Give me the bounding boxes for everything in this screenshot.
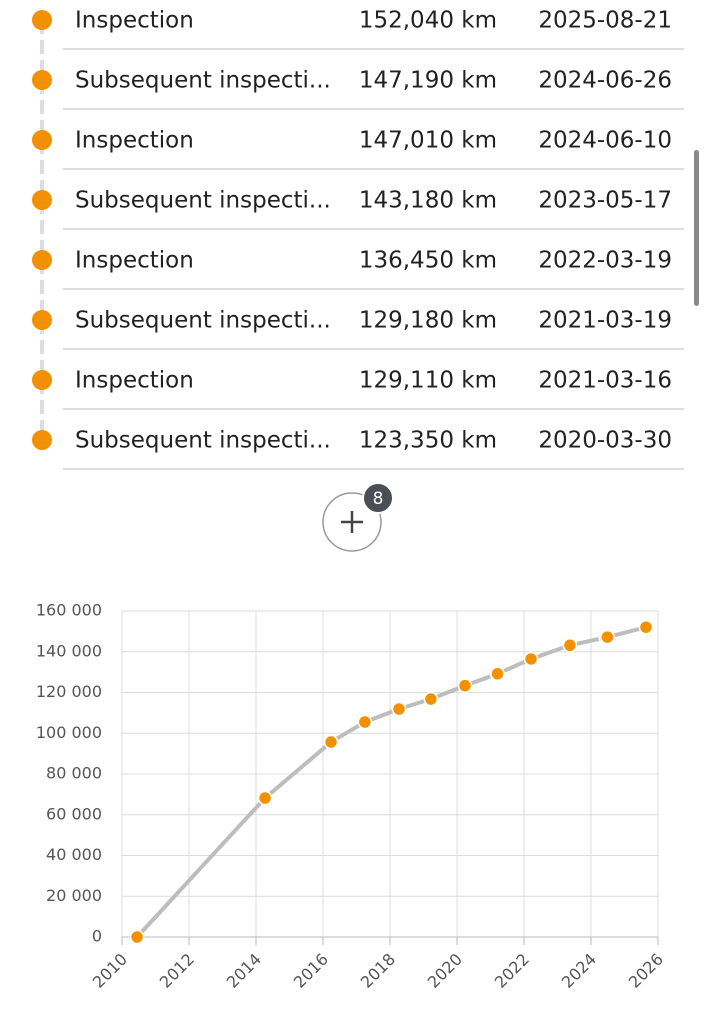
badge-count: 8 bbox=[373, 489, 384, 509]
status-dot bbox=[32, 190, 52, 210]
data-point bbox=[423, 691, 439, 707]
chart-card bbox=[20, 590, 695, 1015]
y-tick-label: 60 000 bbox=[46, 804, 102, 823]
item-title: Inspection bbox=[75, 128, 194, 154]
status-dot bbox=[32, 370, 52, 390]
item-distance: 123,350 km bbox=[359, 428, 497, 454]
item-distance: 129,110 km bbox=[359, 368, 497, 394]
item-title: Inspection bbox=[75, 8, 194, 34]
item-date: 2022-03-19 bbox=[538, 248, 672, 274]
item-date: 2021-03-19 bbox=[538, 308, 672, 334]
item-date: 2023-05-17 bbox=[538, 188, 672, 214]
y-tick-label: 40 000 bbox=[46, 845, 102, 864]
item-date: 2025-08-21 bbox=[538, 8, 672, 34]
y-tick-label: 20 000 bbox=[46, 886, 102, 905]
item-title: Inspection bbox=[75, 248, 194, 274]
scrollbar bbox=[694, 150, 699, 306]
status-dot bbox=[32, 310, 52, 330]
y-tick-label: 100 000 bbox=[36, 723, 102, 742]
item-title: Subsequent inspecti... bbox=[75, 428, 331, 454]
data-point bbox=[562, 638, 578, 653]
item-distance: 136,450 km bbox=[359, 248, 497, 274]
y-tick-label: 80 000 bbox=[46, 764, 102, 783]
y-tick-label: 120 000 bbox=[36, 682, 102, 701]
item-distance: 129,180 km bbox=[359, 308, 497, 334]
data-point bbox=[600, 629, 615, 645]
y-tick-label: 0 bbox=[92, 927, 102, 946]
data-point bbox=[638, 619, 654, 635]
item-date: 2024-06-10 bbox=[538, 128, 672, 154]
data-point bbox=[391, 701, 407, 717]
badge bbox=[362, 482, 394, 514]
data-point bbox=[129, 929, 145, 945]
data-point bbox=[323, 734, 339, 750]
status-dot bbox=[32, 70, 52, 90]
status-dot bbox=[32, 250, 52, 270]
item-date: 2024-06-26 bbox=[538, 68, 672, 94]
y-tick-label: 160 000 bbox=[36, 601, 102, 620]
item-date: 2020-03-30 bbox=[538, 428, 672, 454]
item-distance: 152,040 km bbox=[359, 8, 497, 34]
status-dot bbox=[32, 130, 52, 150]
data-point bbox=[523, 651, 539, 667]
item-date: 2021-03-16 bbox=[538, 368, 672, 394]
item-title: Subsequent inspecti... bbox=[75, 308, 331, 334]
y-tick-label: 140 000 bbox=[36, 641, 102, 660]
data-point bbox=[357, 714, 373, 730]
status-dot bbox=[32, 430, 52, 450]
data-point bbox=[257, 790, 273, 806]
item-title: Subsequent inspecti... bbox=[75, 68, 331, 94]
item-distance: 143,180 km bbox=[359, 188, 497, 214]
item-title: Subsequent inspecti... bbox=[75, 188, 331, 214]
item-distance: 147,190 km bbox=[359, 68, 497, 94]
item-title: Inspection bbox=[75, 368, 194, 394]
data-point bbox=[457, 678, 473, 693]
status-dot bbox=[32, 10, 52, 30]
data-point bbox=[490, 666, 505, 682]
more-button[interactable]: 8 bbox=[322, 482, 394, 552]
item-distance: 147,010 km bbox=[359, 128, 497, 154]
list: Inspection 152,040 km 2025-08-21 Subsequent… bbox=[32, 8, 684, 470]
